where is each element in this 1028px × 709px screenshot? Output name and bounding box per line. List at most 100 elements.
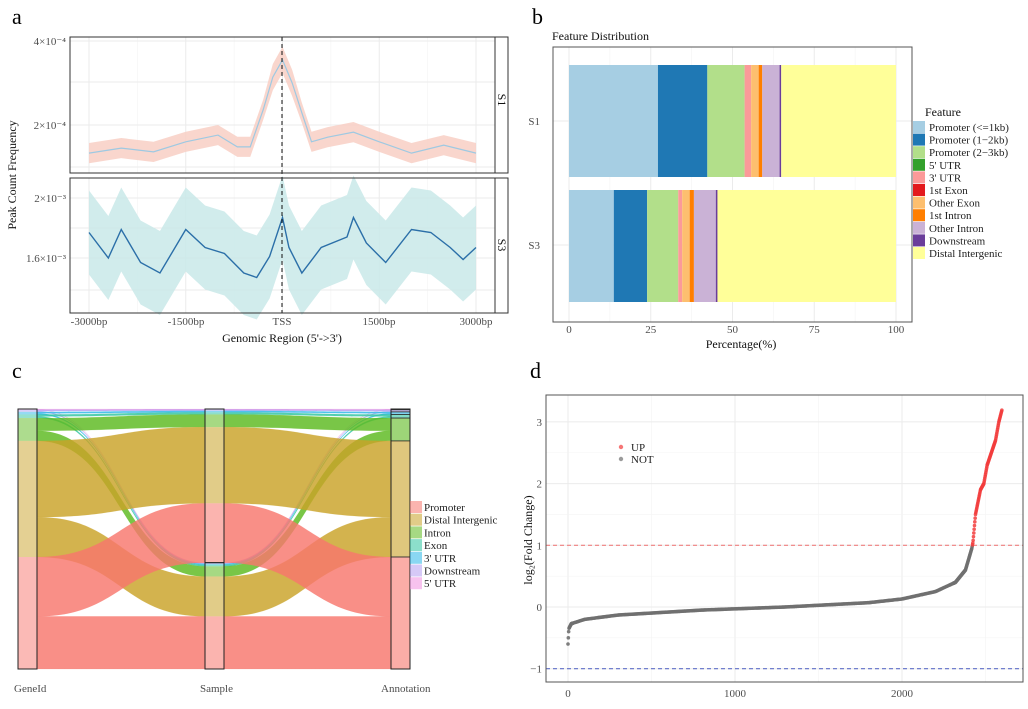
x-tick-label: -1500bp	[168, 316, 205, 328]
x-tick-label: 0	[565, 688, 571, 700]
legend-label: 3' UTR	[424, 553, 457, 565]
stratum-geneid	[18, 414, 37, 419]
legend-label: Downstream	[929, 235, 986, 247]
y-tick-label: 2×10⁻⁴	[34, 120, 67, 132]
stratum-sample-segment	[205, 576, 224, 617]
alluvial-flow	[36, 616, 206, 670]
stratum-sample-segment	[205, 562, 224, 564]
stratum-sample-segment	[205, 410, 224, 413]
axis-label-sample: Sample	[200, 683, 233, 695]
x-tick-label: 1500bp	[363, 316, 397, 328]
bar-segment-s1	[762, 65, 780, 177]
legend-label: 3' UTR	[929, 172, 962, 184]
stratum-geneid	[18, 557, 37, 669]
y-tick-label: −1	[530, 664, 542, 676]
y-tick-label: 1.6×10⁻³	[26, 253, 67, 265]
legend-swatch	[913, 158, 925, 171]
bar-segment-s1	[744, 65, 752, 177]
stratum-annotation	[390, 417, 411, 442]
point-up	[971, 538, 975, 543]
stratum-sample-segment	[205, 564, 224, 567]
stratum-geneid	[18, 409, 37, 412]
facet-s1-label: S1	[495, 94, 509, 107]
bar-segment-s3	[715, 190, 718, 302]
alluvial-flow	[223, 426, 392, 518]
legend-swatch	[913, 234, 925, 247]
axis-label-geneid: GeneId	[14, 683, 47, 695]
panel-label-d: d	[530, 358, 541, 383]
legend-label: Downstream	[424, 566, 481, 578]
x-tick-label: -3000bp	[71, 316, 108, 328]
stratum-sample-segment	[205, 412, 224, 415]
plot-frame	[545, 394, 1024, 683]
plot-frame	[552, 46, 913, 323]
bar-segment-s3	[678, 190, 683, 302]
panel-c-alluvial: GeneId Sample Annotation PromoterDistal …	[14, 408, 498, 695]
y-tick-label: 4×10⁻⁴	[34, 36, 67, 48]
mean-line-s3	[88, 214, 477, 279]
x-axis-label: Genomic Region (5'->3')	[222, 331, 342, 345]
x-tick-label: 50	[727, 324, 739, 336]
confidence-band-s1	[89, 46, 476, 164]
legend-swatch	[913, 247, 925, 259]
x-axis-label: Percentage(%)	[706, 337, 777, 351]
stratum-geneid	[18, 418, 37, 441]
alluvial-flow	[223, 616, 392, 670]
legend-label: Distal Intergenic	[929, 248, 1003, 260]
bar-segment-s1	[707, 65, 745, 177]
legend-label: Other Exon	[929, 198, 981, 210]
legend-label: Distal Intergenic	[424, 515, 498, 527]
bar-segment-s1	[781, 65, 896, 177]
point-not	[566, 636, 571, 640]
stratum-annotation	[390, 414, 411, 419]
bar-segment-s3	[717, 190, 896, 302]
y-tick-label: 0	[537, 602, 543, 614]
legend-label: Promoter	[424, 502, 465, 514]
axis-label-annotation: Annotation	[381, 683, 431, 695]
bar-segment-s1	[758, 65, 763, 177]
legend-label: Intron	[424, 527, 451, 539]
stratum-geneid	[18, 411, 37, 415]
stratum-sample-segment	[205, 503, 224, 563]
bar-segment-s1	[779, 65, 782, 177]
facet-s1-strip	[494, 36, 509, 174]
legend-label: 5' UTR	[929, 160, 962, 172]
legend-swatch	[913, 171, 925, 184]
point-up	[972, 527, 976, 532]
panel-b-feature-distribution: Feature Distribution S1 S3 0 25 50 75 100 Pe…	[528, 29, 1009, 351]
bar-segment-s3	[689, 190, 694, 302]
panel-label-c: c	[12, 358, 22, 383]
legend-swatch	[410, 539, 422, 552]
stratum-annotation	[390, 440, 411, 558]
stratum-geneid	[18, 440, 37, 558]
x-tick-label: 25	[645, 324, 657, 336]
legend-label: Promoter (2−3kb)	[929, 147, 1009, 159]
legend-swatch	[410, 513, 422, 526]
legend-label: Other Intron	[929, 223, 984, 235]
chart-title: Feature Distribution	[552, 29, 649, 43]
axis-bar-geneid	[17, 408, 38, 670]
y-tick-label: S1	[528, 116, 540, 128]
legend-title: Feature	[925, 105, 961, 119]
bar-segment-s1	[751, 65, 759, 177]
x-tick-label: TSS	[273, 316, 292, 328]
bar-segment-s3	[569, 190, 614, 302]
alluvial-flow	[36, 426, 206, 518]
bar-segment-s1	[569, 65, 658, 177]
bar-segment-s1	[657, 65, 708, 177]
legend-swatch	[913, 221, 925, 234]
point-up	[971, 541, 975, 545]
stratum-sample-segment	[205, 427, 224, 504]
legend-label: Exon	[424, 540, 448, 552]
legend-swatch	[410, 501, 422, 513]
point-up	[1000, 408, 1004, 413]
x-tick-label: 100	[888, 324, 905, 336]
stratum-sample-segment	[205, 409, 224, 411]
facet-s3-strip	[494, 177, 509, 314]
bar-segment-s3	[693, 190, 716, 302]
y-axis-label: log₂(Fold Change)	[521, 495, 535, 584]
